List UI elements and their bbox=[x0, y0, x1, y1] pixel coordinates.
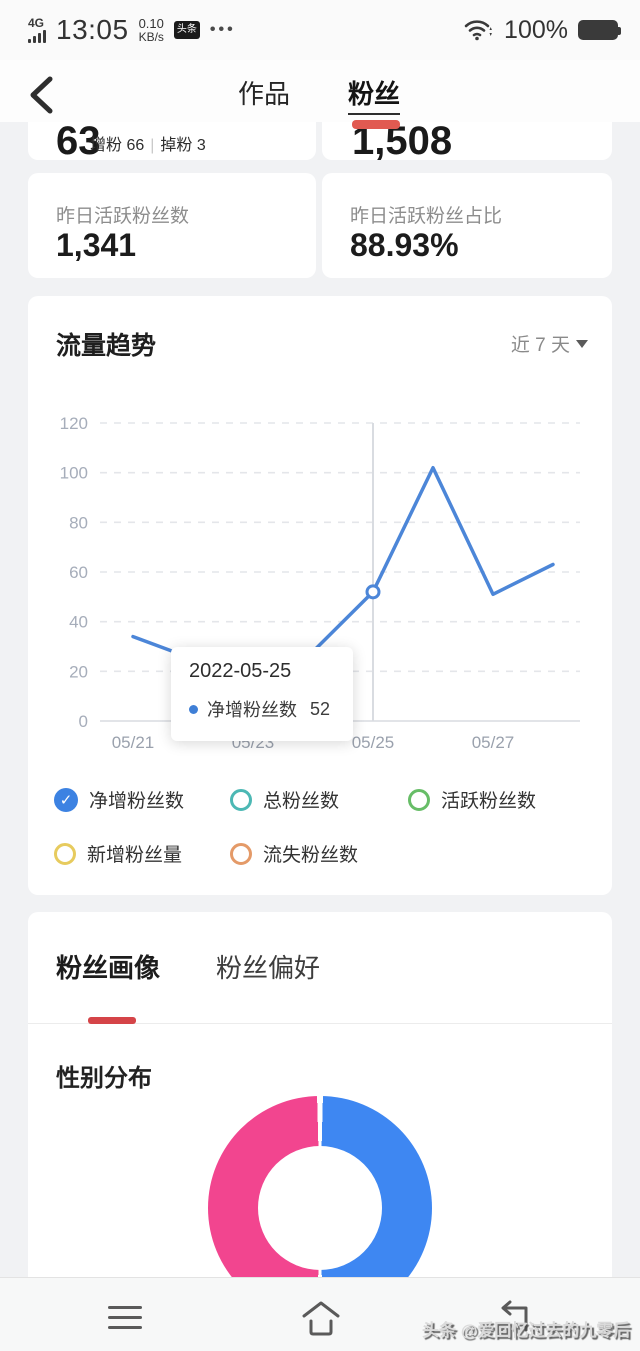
yesterday-active-value: 1,341 bbox=[56, 227, 137, 263]
watermark: 头条 @爱回忆过去的九零后 bbox=[422, 1321, 631, 1340]
gain-loss-detail: 增粉 66 | 掉粉 3 bbox=[90, 137, 206, 154]
tooltip-value: 52 bbox=[310, 698, 331, 719]
legend-label: 净增粉丝数 bbox=[89, 791, 185, 812]
tab-fans[interactable]: 粉丝 bbox=[348, 74, 401, 115]
network-type: 4G bbox=[28, 16, 45, 30]
y-axis-label: 60 bbox=[69, 563, 88, 582]
yesterday-active-label: 昨日活跃粉丝数 bbox=[56, 206, 190, 227]
legend-item[interactable]: 流失粉丝数 bbox=[230, 840, 358, 867]
unchecked-circle-icon bbox=[230, 842, 252, 865]
unchecked-circle-icon bbox=[230, 788, 252, 811]
cell-signal-icon: 4G bbox=[28, 17, 46, 43]
yesterday-ratio-value: 88.93% bbox=[350, 227, 459, 263]
checked-circle-icon: ✓ bbox=[54, 787, 78, 812]
unchecked-circle-icon bbox=[408, 788, 430, 811]
gender-section-title: 性别分布 bbox=[56, 1065, 152, 1092]
legend-item[interactable]: ✓ 净增粉丝数 bbox=[54, 786, 184, 813]
active-tab-indicator bbox=[352, 120, 400, 129]
y-axis-label: 20 bbox=[69, 662, 88, 681]
yesterday-ratio-label: 昨日活跃粉丝占比 bbox=[350, 206, 503, 227]
tabs-divider bbox=[28, 1023, 612, 1024]
network-speed: 0.10 KB/s bbox=[138, 15, 164, 44]
y-axis-label: 40 bbox=[69, 613, 88, 632]
notification-dots-icon: ••• bbox=[209, 21, 236, 38]
tab-fan-portrait[interactable]: 粉丝画像 bbox=[56, 953, 161, 983]
status-bar: 4G 13:05 0.10 KB/s 头条 ••• 100% bbox=[0, 0, 640, 60]
y-axis-label: 120 bbox=[60, 414, 88, 433]
trend-title: 流量趋势 bbox=[56, 332, 157, 360]
y-axis-label: 0 bbox=[79, 712, 88, 731]
top-nav-bar: 作品 粉丝 bbox=[0, 60, 640, 122]
traffic-trend-card: 流量趋势 近 7 天 0 20 40 60 80 100 120 05/21 05/23 05/2… bbox=[28, 296, 612, 895]
system-nav-bar bbox=[0, 1277, 640, 1351]
toutiao-badge: 头条 bbox=[173, 21, 200, 39]
legend-label: 总粉丝数 bbox=[263, 791, 340, 812]
y-axis-label: 100 bbox=[60, 464, 88, 483]
net-growth-card: 63 增粉 66 | 掉粉 3 bbox=[28, 122, 316, 160]
x-axis-label: 05/21 bbox=[112, 733, 155, 752]
battery-percent: 100% bbox=[504, 15, 568, 44]
wifi-icon bbox=[464, 20, 492, 41]
back-nav-button[interactable] bbox=[496, 1300, 536, 1336]
legend-label: 活跃粉丝数 bbox=[441, 791, 537, 812]
donut-hole bbox=[258, 1146, 382, 1270]
series-dot-icon bbox=[189, 704, 198, 714]
tab-fan-preference[interactable]: 粉丝偏好 bbox=[216, 953, 321, 983]
yesterday-active-card: 昨日活跃粉丝数 1,341 bbox=[28, 173, 316, 278]
chevron-down-icon bbox=[576, 339, 588, 348]
signal-bars-icon bbox=[28, 30, 46, 43]
legend-label: 新增粉丝量 bbox=[87, 845, 183, 866]
y-axis-label: 80 bbox=[69, 513, 88, 532]
x-axis-label: 05/25 bbox=[352, 733, 395, 752]
battery-icon bbox=[578, 20, 621, 40]
date-range-selector[interactable]: 近 7 天 bbox=[511, 330, 588, 357]
unchecked-circle-icon bbox=[54, 842, 76, 865]
menu-button[interactable] bbox=[108, 1306, 142, 1336]
tab-works[interactable]: 作品 bbox=[238, 79, 291, 109]
trend-line bbox=[131, 465, 555, 661]
legend-item[interactable]: 活跃粉丝数 bbox=[408, 786, 536, 813]
status-time: 13:05 bbox=[56, 14, 129, 45]
back-button[interactable] bbox=[26, 76, 56, 114]
yesterday-ratio-card: 昨日活跃粉丝占比 88.93% bbox=[322, 173, 612, 278]
highlight-marker bbox=[365, 584, 381, 600]
tooltip-series: 净增粉丝数 bbox=[207, 700, 297, 720]
chart-tooltip: 2022-05-25 净增粉丝数 52 bbox=[171, 647, 353, 741]
portrait-tab-underline bbox=[88, 1017, 136, 1024]
net-growth-value: 63 bbox=[56, 122, 101, 160]
x-axis-label: 05/27 bbox=[472, 733, 515, 752]
tooltip-date: 2022-05-25 bbox=[189, 660, 292, 682]
legend-label: 流失粉丝数 bbox=[263, 845, 359, 866]
legend-item[interactable]: 新增粉丝量 bbox=[54, 840, 182, 867]
legend-item[interactable]: 总粉丝数 bbox=[230, 786, 339, 813]
home-button[interactable] bbox=[300, 1300, 342, 1338]
